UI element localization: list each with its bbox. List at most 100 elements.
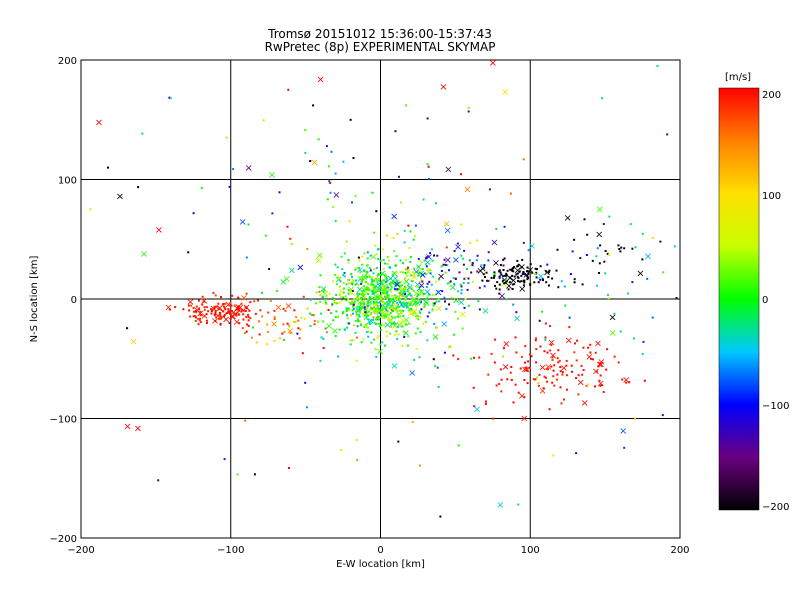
data-point — [350, 314, 353, 317]
data-point — [666, 133, 669, 136]
data-point — [372, 310, 375, 313]
colorbar-tick-label: −100 — [762, 401, 789, 412]
data-point — [537, 382, 540, 385]
data-point — [559, 370, 562, 373]
data-point — [356, 298, 359, 301]
data-point — [358, 306, 361, 309]
data-point — [436, 366, 439, 369]
data-point — [228, 304, 231, 307]
data-point — [168, 96, 171, 99]
data-point — [569, 273, 572, 275]
data-point — [368, 323, 371, 325]
data-point — [544, 376, 547, 379]
data-point — [375, 309, 378, 312]
data-point-cross: × — [560, 363, 568, 374]
data-point — [366, 301, 369, 304]
data-point — [542, 387, 545, 390]
data-point-cross: × — [513, 266, 521, 277]
data-point — [428, 280, 431, 283]
data-point — [504, 281, 507, 284]
data-point — [205, 306, 208, 309]
data-point — [467, 110, 470, 113]
data-point — [352, 157, 355, 159]
data-point — [448, 282, 450, 284]
data-point — [376, 288, 379, 291]
data-point — [651, 316, 654, 319]
data-point — [378, 279, 381, 281]
data-point — [552, 369, 555, 372]
data-point — [231, 294, 234, 297]
data-point — [423, 305, 426, 308]
data-point — [546, 263, 549, 266]
data-point — [352, 305, 354, 308]
data-point — [371, 191, 374, 194]
data-point — [342, 287, 345, 290]
data-point — [498, 288, 501, 291]
data-point — [409, 274, 412, 277]
data-point — [495, 384, 498, 387]
data-point — [457, 444, 460, 447]
data-point — [416, 315, 419, 318]
data-point — [442, 263, 445, 266]
data-point — [195, 311, 198, 314]
data-point — [232, 168, 235, 170]
data-point — [444, 300, 446, 303]
data-point — [503, 347, 505, 350]
data-point — [187, 304, 190, 307]
data-point — [402, 291, 405, 294]
data-point — [235, 308, 238, 311]
data-point — [505, 280, 508, 283]
data-point — [386, 294, 389, 297]
data-point — [410, 301, 412, 304]
y-tick-label: 0 — [71, 295, 77, 306]
data-point — [205, 313, 208, 316]
data-point — [403, 229, 406, 232]
data-point — [396, 289, 399, 292]
data-point — [579, 257, 582, 260]
data-point — [631, 247, 634, 250]
data-point — [431, 294, 434, 296]
data-point — [561, 373, 564, 376]
data-point-cross: × — [410, 272, 418, 283]
data-point — [412, 275, 415, 277]
data-point-cross: × — [412, 288, 420, 299]
data-point — [402, 305, 405, 308]
data-point — [352, 302, 355, 305]
data-point — [565, 359, 568, 362]
data-point-cross: × — [358, 296, 366, 307]
data-point-cross: × — [437, 271, 445, 282]
data-point-cross: × — [597, 357, 605, 368]
data-point — [414, 301, 417, 303]
data-point — [379, 298, 382, 301]
data-point-cross: × — [391, 274, 399, 285]
data-point — [394, 316, 396, 319]
data-point-cross: × — [347, 284, 355, 295]
data-point — [356, 292, 359, 295]
data-point — [575, 359, 578, 362]
data-point — [284, 309, 287, 312]
data-point — [288, 325, 291, 328]
data-point — [529, 353, 532, 356]
data-point — [528, 270, 531, 273]
data-point-cross: × — [538, 386, 546, 397]
data-point — [419, 301, 422, 304]
data-point — [247, 223, 250, 226]
data-point — [210, 308, 212, 311]
data-point — [385, 275, 388, 278]
data-point — [420, 290, 423, 293]
data-point — [416, 292, 419, 294]
data-point — [373, 309, 376, 312]
data-point-cross: × — [520, 414, 528, 425]
data-point — [398, 281, 401, 284]
data-point — [384, 316, 387, 319]
data-point-cross: × — [597, 360, 605, 371]
data-point — [675, 297, 678, 299]
data-point — [212, 291, 215, 294]
data-point — [564, 304, 567, 307]
data-point — [404, 323, 407, 326]
data-point — [385, 330, 388, 333]
data-point — [444, 263, 447, 266]
data-point — [565, 364, 568, 367]
data-point — [426, 282, 429, 285]
data-point — [565, 374, 568, 377]
